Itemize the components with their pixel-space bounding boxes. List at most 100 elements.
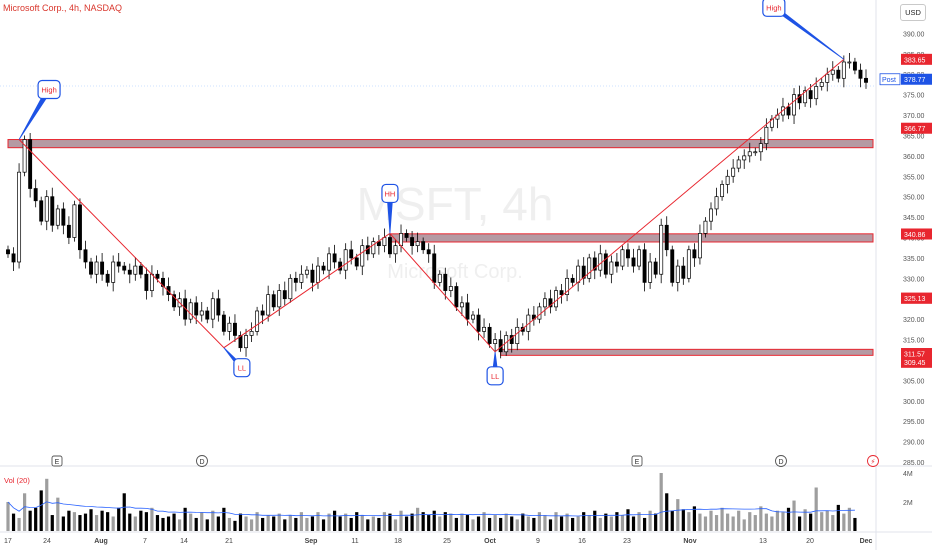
candle-down bbox=[653, 261, 658, 275]
dividend-marker bbox=[196, 455, 208, 467]
candle-up bbox=[841, 61, 846, 79]
candle-up bbox=[598, 253, 603, 271]
volume-bar bbox=[548, 519, 553, 531]
candle-down bbox=[83, 249, 88, 263]
earnings-label: E bbox=[55, 459, 60, 466]
volume-label: Vol (20) bbox=[4, 476, 30, 485]
candle-up bbox=[393, 245, 398, 255]
price-label-box bbox=[901, 348, 932, 360]
volume-bar bbox=[67, 510, 71, 531]
y-tick-label: 330.00 bbox=[903, 276, 925, 283]
candle-down bbox=[465, 302, 470, 320]
candle-up bbox=[459, 302, 464, 308]
candle-down bbox=[271, 294, 276, 308]
candle-up bbox=[742, 155, 747, 161]
volume-bar bbox=[150, 507, 154, 531]
candle-up bbox=[709, 208, 713, 222]
volume-bar bbox=[576, 516, 580, 531]
price-label: 309.45 bbox=[904, 360, 926, 367]
candle-up bbox=[17, 171, 22, 263]
y-tick-label: 300.00 bbox=[903, 399, 925, 406]
candle-down bbox=[858, 69, 863, 79]
candle-up bbox=[316, 265, 320, 283]
candle-down bbox=[626, 249, 630, 259]
volume-bar bbox=[404, 516, 409, 531]
candle-up bbox=[620, 249, 625, 267]
volume-bar bbox=[460, 513, 464, 531]
candle-down bbox=[127, 269, 132, 275]
volume-bar bbox=[183, 507, 187, 531]
volume-bar bbox=[670, 510, 674, 531]
candle-down bbox=[11, 253, 16, 263]
callout-label: High bbox=[766, 3, 781, 12]
price-axis[interactable]: 390.00385.00380.00375.00370.00365.00360.… bbox=[879, 31, 932, 467]
dividend-marker bbox=[775, 455, 787, 467]
volume-bar bbox=[753, 515, 757, 531]
candle-up bbox=[537, 306, 542, 320]
y-tick-label: 375.00 bbox=[903, 93, 925, 100]
candle-up bbox=[554, 290, 558, 308]
x-tick-label: 17 bbox=[4, 538, 12, 545]
candle-down bbox=[116, 261, 121, 267]
volume-bar bbox=[349, 517, 353, 531]
volume-bar bbox=[714, 515, 719, 531]
candle-up bbox=[94, 261, 99, 275]
candle-down bbox=[39, 200, 44, 222]
candle-down bbox=[808, 90, 813, 100]
candle-down bbox=[387, 237, 392, 255]
zone-1 bbox=[7, 139, 874, 149]
x-tick-label: Dec bbox=[860, 538, 873, 545]
candle-up bbox=[199, 310, 204, 316]
volume-bar bbox=[814, 487, 818, 531]
candle-up bbox=[814, 86, 819, 100]
volume-bar bbox=[122, 493, 126, 531]
volume-bar bbox=[117, 507, 121, 531]
candle-up bbox=[288, 277, 293, 300]
x-tick-label: 18 bbox=[394, 538, 402, 545]
volume-bar bbox=[615, 512, 619, 531]
volume-bar bbox=[432, 510, 436, 531]
volume-bar bbox=[775, 510, 780, 531]
candle-up bbox=[72, 204, 77, 238]
volume-bar bbox=[244, 516, 248, 531]
price-label-box bbox=[901, 292, 932, 304]
candle-up bbox=[736, 159, 741, 169]
x-tick-label: 9 bbox=[536, 538, 540, 545]
price-label: 311.57 bbox=[904, 352, 925, 359]
candle-up bbox=[188, 302, 193, 320]
volume-bar bbox=[382, 512, 387, 531]
volume-bar bbox=[50, 515, 54, 531]
x-tick-label: Aug bbox=[94, 538, 108, 545]
candle-up bbox=[133, 265, 138, 275]
price-label: 366.77 bbox=[904, 126, 926, 133]
candle-down bbox=[349, 249, 354, 259]
volume-bar bbox=[89, 509, 93, 531]
x-tick-label: 14 bbox=[180, 538, 188, 545]
volume-bar bbox=[100, 510, 104, 531]
candle-down bbox=[216, 298, 221, 316]
volume-bar bbox=[748, 512, 752, 531]
volume-bar bbox=[355, 512, 359, 531]
volume-bar bbox=[781, 512, 785, 531]
volume-bar bbox=[626, 509, 630, 531]
y-tick-label: 305.00 bbox=[903, 378, 925, 385]
time-axis[interactable]: 17 24 Aug 7 14 21 Sep 11 18 25 Oct 9 16 23 Nov 13 20 Dec bbox=[4, 538, 873, 545]
price-label: 325.13 bbox=[904, 296, 926, 303]
volume-bar bbox=[178, 519, 182, 531]
volume-bar bbox=[11, 513, 16, 531]
post-tag: Post bbox=[882, 77, 896, 84]
candle-up bbox=[675, 265, 680, 283]
volume-bar bbox=[687, 512, 691, 531]
price-label-box bbox=[901, 356, 932, 368]
volume-bar bbox=[399, 510, 403, 531]
volume-bar bbox=[371, 516, 375, 531]
earnings-marker bbox=[631, 455, 643, 467]
currency-button[interactable]: USD bbox=[900, 4, 926, 21]
volume-bar bbox=[427, 515, 431, 531]
candle-up bbox=[437, 273, 442, 283]
volume-bar bbox=[388, 513, 392, 531]
callout-label: HH bbox=[385, 189, 396, 198]
candle-up bbox=[44, 196, 49, 222]
candle-up bbox=[360, 245, 365, 267]
